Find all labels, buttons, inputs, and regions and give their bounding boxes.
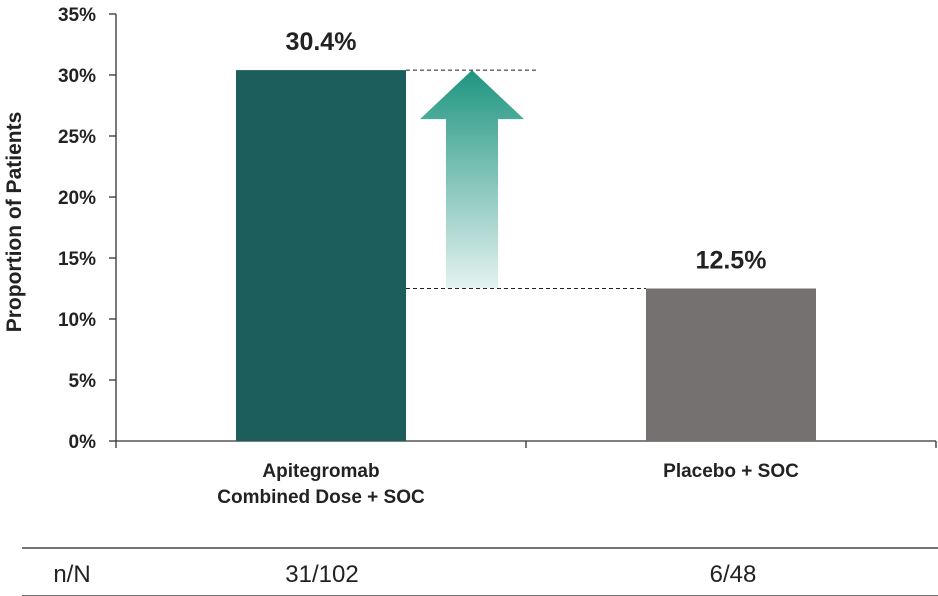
data-labels: 30.4% Apitegromab Combined Dose + SOC 12.5%… xyxy=(217,28,799,508)
y-tick-label: 30% xyxy=(58,66,96,87)
y-tick-label: 35% xyxy=(58,5,96,26)
y-tick-label: 5% xyxy=(69,371,97,392)
y-tick-label: 20% xyxy=(58,188,96,209)
comparison-annotation xyxy=(406,69,646,289)
increase-arrow xyxy=(420,70,524,289)
y-axis-title: Proportion of Patients xyxy=(3,112,26,333)
bar-apitegromab xyxy=(236,70,406,442)
table-value-apitegromab: 31/102 xyxy=(285,561,358,588)
y-tick-label: 25% xyxy=(58,127,96,148)
y-tick-label: 10% xyxy=(58,310,96,331)
category-label-placebo: Placebo + SOC xyxy=(663,461,799,482)
category-label-line: Combined Dose + SOC xyxy=(217,487,425,508)
y-tick-label: 0% xyxy=(69,432,97,453)
bars xyxy=(236,70,816,442)
counts-table: n/N 31/102 6/48 xyxy=(22,547,938,596)
category-label-line: Placebo + SOC xyxy=(663,461,799,482)
category-label-line: Apitegromab xyxy=(262,461,379,482)
bar-placebo xyxy=(646,288,816,441)
y-axis: 0% 5% 10% 15% 20% 25% 30% 35% xyxy=(58,5,117,453)
y-tick-label: 15% xyxy=(58,249,96,270)
data-label-apitegromab: 30.4% xyxy=(286,28,357,56)
table-value-placebo: 6/48 xyxy=(710,561,757,588)
table-row-label: n/N xyxy=(53,561,90,588)
data-label-placebo: 12.5% xyxy=(696,247,767,275)
x-axis xyxy=(115,440,937,448)
category-label-apitegromab: Apitegromab Combined Dose + SOC xyxy=(217,461,425,508)
